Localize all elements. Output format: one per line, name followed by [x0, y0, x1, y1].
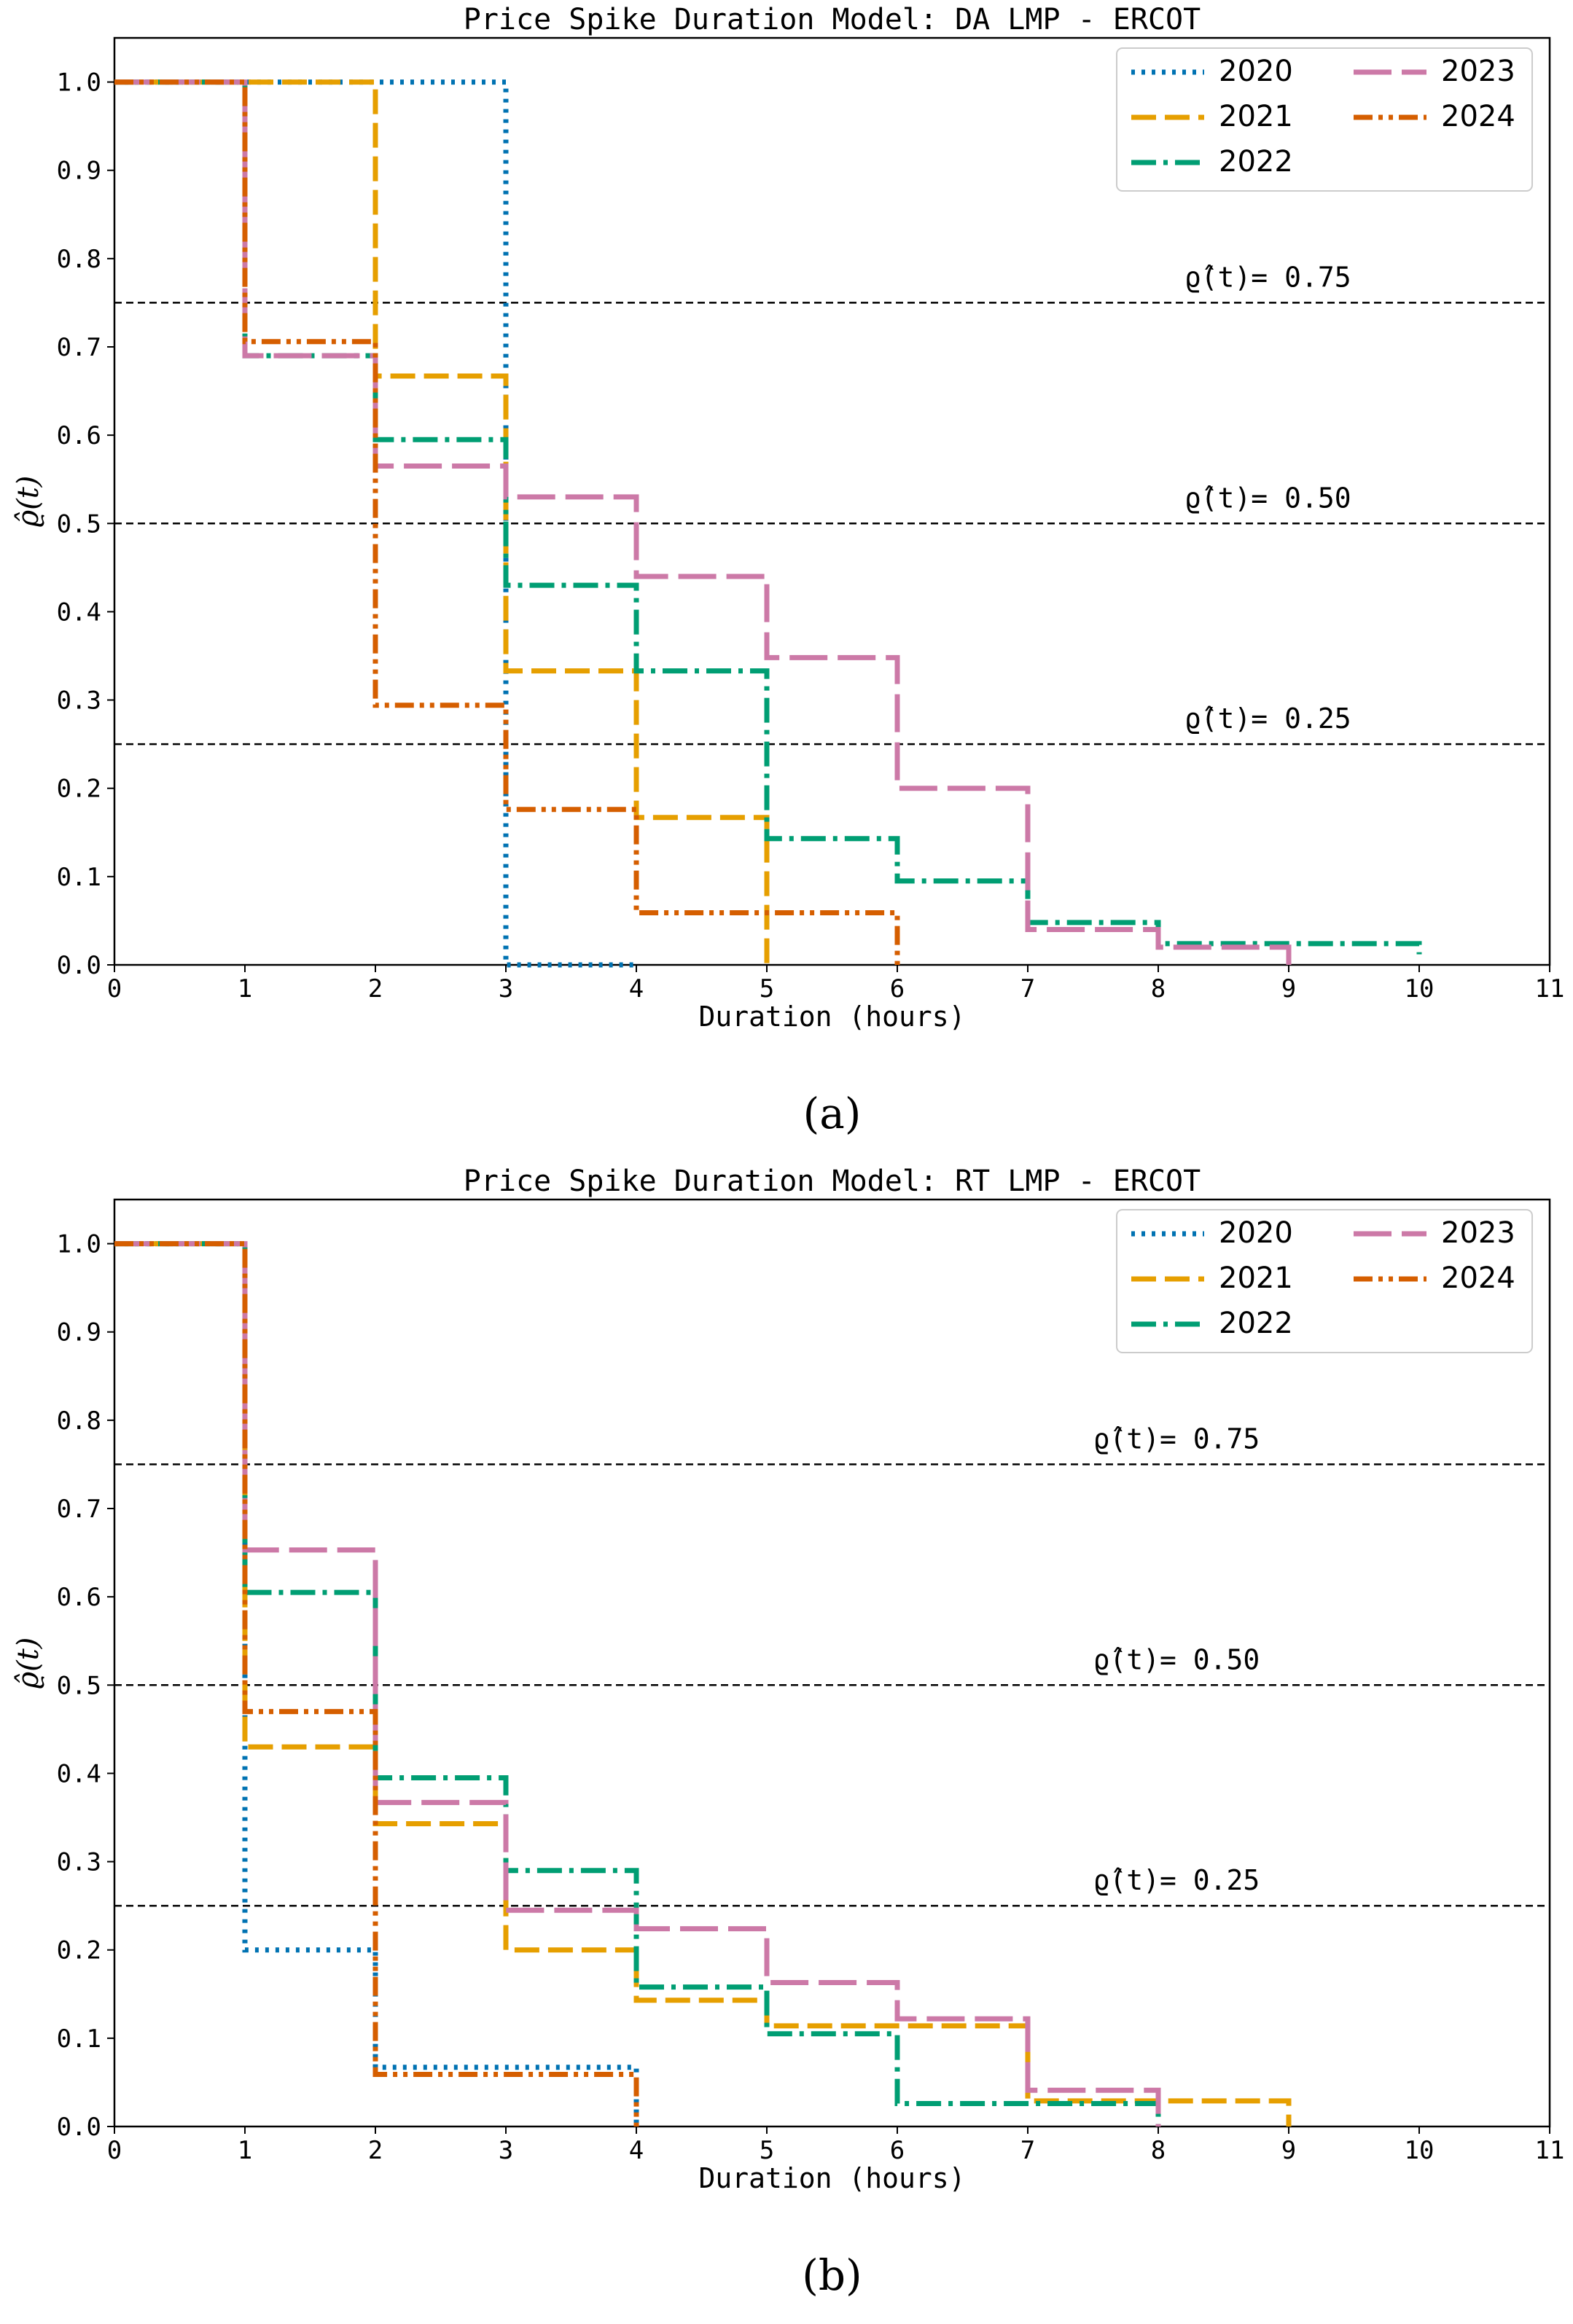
- x-tick-label: 7: [1020, 2136, 1035, 2165]
- y-tick-label: 0.3: [57, 686, 101, 716]
- y-tick-label: 1.0: [57, 69, 101, 98]
- x-tick-label: 4: [629, 974, 644, 1003]
- x-tick-label: 2: [368, 974, 383, 1003]
- y-tick-label: 0.3: [57, 1848, 101, 1877]
- x-tick-label: 10: [1405, 974, 1435, 1003]
- series-line-2020: [114, 79, 636, 968]
- legend-label-2021: 2021: [1219, 1261, 1293, 1295]
- legend-label-2021: 2021: [1219, 100, 1293, 133]
- chart-b: Price Spike Duration Model: RT LMP - ERC…: [12, 1165, 1565, 2300]
- legend-label-2020: 2020: [1219, 55, 1293, 88]
- x-tick-label: 11: [1535, 974, 1565, 1003]
- y-tick-label: 0.4: [57, 1759, 101, 1788]
- threshold-label: ϱ̂(t)= 0.75: [1093, 1423, 1260, 1455]
- legend: [1116, 47, 1533, 192]
- y-tick-label: 0.8: [57, 1406, 101, 1436]
- x-tick-label: 9: [1281, 974, 1296, 1003]
- y-tick-label: 1.0: [57, 1230, 101, 1259]
- y-tick-label: 0.2: [57, 775, 101, 804]
- legend-label-2022: 2022: [1219, 1307, 1293, 1340]
- chart-a: Price Spike Duration Model: DA LMP - ERC…: [12, 3, 1565, 1138]
- x-tick-label: 0: [107, 2136, 122, 2165]
- y-tick-label: 0.4: [57, 598, 101, 627]
- series-line-2021: [114, 79, 770, 965]
- series-line-2022: [114, 1241, 1161, 2127]
- x-tick-label: 4: [629, 2136, 644, 2165]
- threshold-label: ϱ̂(t)= 0.50: [1184, 482, 1351, 514]
- chart-panel-b: Price Spike Duration Model: RT LMP - ERC…: [0, 1162, 1573, 2324]
- y-tick-label: 0.0: [57, 951, 101, 980]
- x-tick-label: 8: [1151, 974, 1166, 1003]
- x-tick-label: 1: [238, 2136, 252, 2165]
- y-tick-label: 0.5: [57, 509, 101, 539]
- plot-area: [113, 36, 1551, 966]
- x-tick-label: 8: [1151, 2136, 1166, 2165]
- y-tick-label: 0.2: [57, 1936, 101, 1965]
- threshold-label: ϱ̂(t)= 0.25: [1184, 703, 1351, 735]
- y-tick-label: 0.0: [57, 2113, 101, 2142]
- x-tick-label: 7: [1020, 974, 1035, 1003]
- legend-label-2023: 2023: [1441, 1216, 1515, 1250]
- x-axis-label: Duration (hours): [698, 2162, 965, 2194]
- x-tick-label: 6: [890, 2136, 905, 2165]
- y-axis-label: ϱ̂(t): [12, 476, 45, 528]
- x-tick-label: 3: [499, 974, 513, 1003]
- legend-label-2024: 2024: [1441, 100, 1515, 133]
- legend-label-2023: 2023: [1441, 55, 1515, 88]
- threshold-label: ϱ̂(t)= 0.75: [1184, 261, 1351, 293]
- y-axis-label: ϱ̂(t): [12, 1638, 45, 1689]
- y-tick-label: 0.7: [57, 1495, 101, 1524]
- y-tick-label: 0.1: [57, 863, 101, 892]
- y-tick-label: 0.7: [57, 333, 101, 362]
- x-tick-label: 0: [107, 974, 122, 1003]
- legend-label-2020: 2020: [1219, 1216, 1293, 1250]
- y-tick-label: 0.1: [57, 2024, 101, 2054]
- series-line-2023: [114, 1241, 1161, 2127]
- x-tick-label: 5: [760, 974, 774, 1003]
- series-line-2024: [114, 1241, 639, 2127]
- legend-label-2024: 2024: [1441, 1261, 1515, 1295]
- threshold-label: ϱ̂(t)= 0.25: [1093, 1864, 1260, 1896]
- y-tick-label: 0.6: [57, 421, 101, 450]
- x-tick-label: 9: [1281, 2136, 1296, 2165]
- plot-area: [113, 1198, 1551, 2128]
- panel-label: (b): [802, 2250, 862, 2300]
- y-tick-label: 0.9: [57, 157, 101, 186]
- x-tick-label: 10: [1405, 2136, 1435, 2165]
- x-tick-label: 1: [238, 974, 252, 1003]
- x-tick-label: 5: [760, 2136, 774, 2165]
- panel-label: (a): [803, 1089, 862, 1138]
- y-tick-label: 0.5: [57, 1671, 101, 1700]
- x-tick-label: 11: [1535, 2136, 1565, 2165]
- chart-panel-a: Price Spike Duration Model: DA LMP - ERC…: [12, 3, 1565, 1138]
- x-tick-label: 6: [890, 974, 905, 1003]
- legend-label-2022: 2022: [1219, 145, 1293, 179]
- legend: [1116, 1209, 1533, 1353]
- threshold-label: ϱ̂(t)= 0.50: [1093, 1643, 1260, 1675]
- chart-title: Price Spike Duration Model: DA LMP - ERC…: [464, 3, 1201, 36]
- x-tick-label: 3: [499, 2136, 513, 2165]
- chart-title: Price Spike Duration Model: RT LMP - ERC…: [464, 1165, 1201, 1198]
- y-tick-label: 0.6: [57, 1583, 101, 1612]
- x-axis-label: Duration (hours): [698, 1001, 965, 1033]
- x-tick-label: 2: [368, 2136, 383, 2165]
- series-line-2024: [114, 79, 900, 965]
- y-tick-label: 0.8: [57, 245, 101, 274]
- y-tick-label: 0.9: [57, 1318, 101, 1347]
